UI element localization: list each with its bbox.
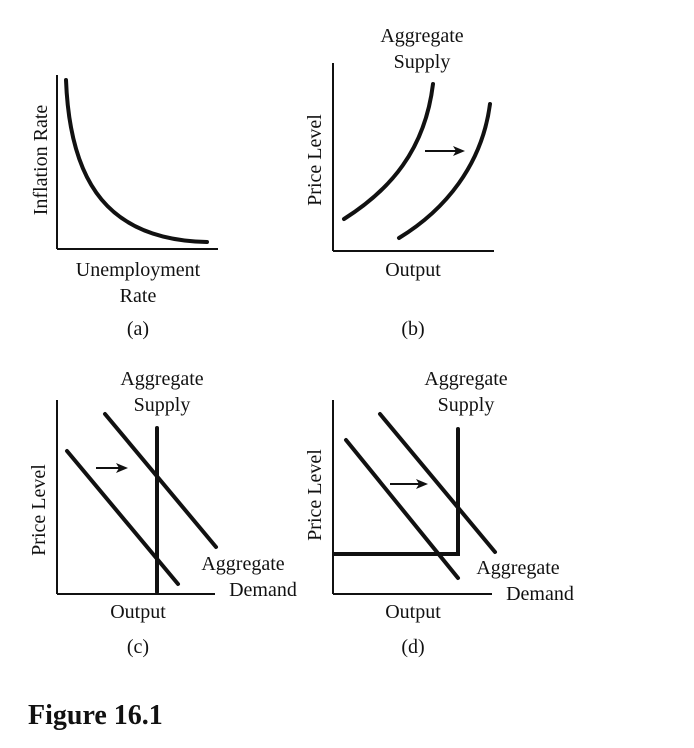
aggregate-demand-original: [65, 449, 180, 586]
panel-d-caption: (d): [401, 636, 424, 658]
panel-b-x-label: Output: [385, 259, 441, 281]
panel-a-x-label-line2: Rate: [120, 285, 157, 307]
panel-b: Price Level Output Aggregate Supply (b): [304, 25, 494, 340]
panel-a-x-label-line1: Unemployment: [76, 259, 201, 281]
panel-c-supply-label-line2: Supply: [134, 394, 191, 416]
panel-d-demand-label-line1: Aggregate: [476, 557, 559, 579]
panel-d: Price Level Output Aggregate Supply Aggr…: [304, 368, 574, 658]
shift-arrow-head-icon: [453, 146, 465, 156]
panel-a: Inflation Rate Unemployment Rate (a): [30, 75, 218, 340]
panel-a-y-label: Inflation Rate: [30, 105, 52, 216]
panel-c-demand-label-line1: Aggregate: [201, 553, 284, 575]
phillips-curve: [64, 78, 209, 244]
shift-arrow-head-icon: [416, 479, 428, 489]
aggregate-demand-shifted: [103, 412, 218, 549]
panel-d-supply-label-line1: Aggregate: [424, 368, 507, 390]
panel-d-y-label: Price Level: [304, 449, 326, 541]
panel-d-demand-label-line2: Demand: [506, 583, 574, 605]
panel-c: Price Level Output Aggregate Supply Aggr…: [28, 368, 297, 658]
panel-b-y-label: Price Level: [304, 114, 326, 206]
aggregate-demand-shifted: [378, 412, 497, 554]
panel-c-supply-label-line1: Aggregate: [120, 368, 203, 390]
panel-d-x-label: Output: [385, 601, 441, 623]
panel-b-curve-label-line1: Aggregate: [380, 25, 463, 47]
aggregate-supply-curve-shifted: [397, 102, 492, 240]
panel-a-caption: (a): [127, 318, 149, 340]
shift-arrow-head-icon: [116, 463, 128, 473]
panel-c-x-label: Output: [110, 601, 166, 623]
panel-c-demand-label-line2: Demand: [229, 579, 297, 601]
aggregate-demand-original: [344, 438, 460, 580]
panel-c-y-label: Price Level: [28, 464, 50, 556]
aggregate-supply-curve-original: [342, 82, 435, 221]
panel-d-supply-label-line2: Supply: [438, 394, 495, 416]
aggregate-supply-reverse-l: [332, 427, 460, 556]
figure-title: Figure 16.1: [28, 700, 163, 731]
panel-b-caption: (b): [401, 318, 424, 340]
panel-c-caption: (c): [127, 636, 149, 658]
panel-b-curve-label-line2: Supply: [394, 51, 451, 73]
